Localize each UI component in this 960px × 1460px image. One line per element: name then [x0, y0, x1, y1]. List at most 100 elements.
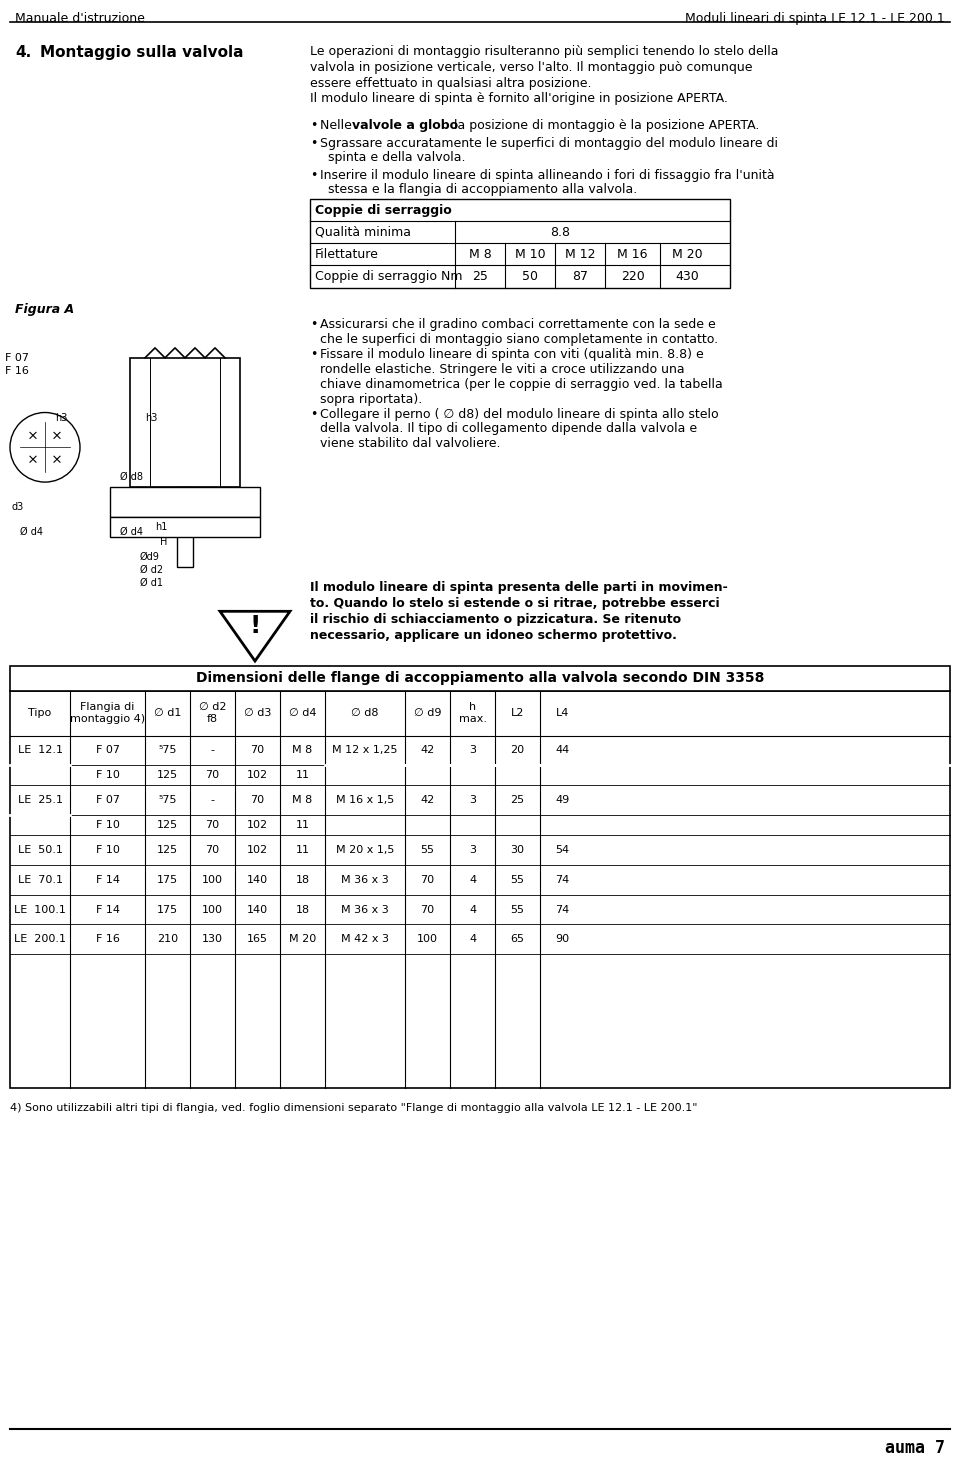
Text: Flangia di
montaggio 4): Flangia di montaggio 4) — [70, 702, 145, 724]
Text: 65: 65 — [511, 934, 524, 945]
Text: viene stabilito dal valvoliere.: viene stabilito dal valvoliere. — [320, 438, 500, 450]
Text: F 10: F 10 — [96, 771, 119, 780]
Text: 18: 18 — [296, 875, 309, 885]
Text: •: • — [310, 407, 318, 420]
Text: F 16: F 16 — [96, 934, 119, 945]
Text: 4: 4 — [468, 875, 476, 885]
Text: h1: h1 — [155, 521, 167, 531]
Text: F 14: F 14 — [95, 875, 119, 885]
Text: !: ! — [250, 615, 261, 638]
Text: LE  50.1: LE 50.1 — [17, 845, 62, 856]
Text: essere effettuato in qualsiasi altra posizione.: essere effettuato in qualsiasi altra pos… — [310, 76, 591, 89]
Text: •: • — [310, 137, 318, 150]
Text: M 10: M 10 — [515, 248, 545, 260]
Text: 70: 70 — [420, 905, 435, 914]
Text: 130: 130 — [202, 934, 223, 945]
Text: 4.: 4. — [15, 45, 32, 60]
Text: 49: 49 — [556, 796, 569, 804]
Text: 25: 25 — [472, 270, 488, 283]
Bar — [110, 517, 260, 537]
Bar — [177, 488, 193, 566]
Text: -: - — [210, 746, 214, 755]
Text: 55: 55 — [511, 875, 524, 885]
Text: M 16: M 16 — [617, 248, 648, 260]
Text: 25: 25 — [511, 796, 524, 804]
Text: 3: 3 — [469, 746, 476, 755]
Text: M 12: M 12 — [564, 248, 595, 260]
Text: F 10: F 10 — [96, 845, 119, 856]
Text: 90: 90 — [556, 934, 569, 945]
Text: M 8: M 8 — [293, 796, 313, 804]
Text: 220: 220 — [620, 270, 644, 283]
Text: 70: 70 — [420, 875, 435, 885]
Text: stessa e la flangia di accoppiamento alla valvola.: stessa e la flangia di accoppiamento all… — [328, 182, 637, 196]
Text: 42: 42 — [420, 746, 435, 755]
Text: Ød9: Ød9 — [140, 552, 160, 562]
Text: F 07: F 07 — [95, 796, 119, 804]
Text: F 10: F 10 — [96, 821, 119, 831]
Text: 102: 102 — [247, 845, 268, 856]
Text: spinta e della valvola.: spinta e della valvola. — [328, 150, 466, 164]
Text: 30: 30 — [511, 845, 524, 856]
Text: chiave dinamometrica (per le coppie di serraggio ved. la tabella: chiave dinamometrica (per le coppie di s… — [320, 378, 723, 391]
Text: 54: 54 — [556, 845, 569, 856]
Text: Ø d4: Ø d4 — [20, 527, 43, 537]
Text: Assicurarsi che il gradino combaci correttamente con la sede e: Assicurarsi che il gradino combaci corre… — [320, 318, 716, 331]
Text: necessario, applicare un idoneo schermo protettivo.: necessario, applicare un idoneo schermo … — [310, 629, 677, 642]
Text: Il modulo lineare di spinta presenta delle parti in movimen-: Il modulo lineare di spinta presenta del… — [310, 581, 728, 594]
Text: Tipo: Tipo — [29, 708, 52, 718]
Text: Collegare il perno ( ∅ d8) del modulo lineare di spinta allo stelo: Collegare il perno ( ∅ d8) del modulo li… — [320, 407, 719, 420]
Text: 44: 44 — [556, 746, 569, 755]
Text: LE  12.1: LE 12.1 — [17, 746, 62, 755]
Text: ∅ d1: ∅ d1 — [154, 708, 181, 718]
Text: 102: 102 — [247, 821, 268, 831]
Text: 8.8: 8.8 — [550, 226, 570, 238]
Text: •: • — [310, 120, 318, 133]
Text: 20: 20 — [511, 746, 524, 755]
Text: Coppie di serraggio: Coppie di serraggio — [315, 204, 452, 216]
Text: Filettature: Filettature — [315, 248, 379, 260]
Text: 55: 55 — [420, 845, 435, 856]
Text: •: • — [310, 347, 318, 361]
Text: F 14: F 14 — [95, 905, 119, 914]
Text: 210: 210 — [156, 934, 178, 945]
Text: Dimensioni delle flange di accoppiamento alla valvola secondo DIN 3358: Dimensioni delle flange di accoppiamento… — [196, 672, 764, 685]
Text: Figura A: Figura A — [15, 304, 74, 317]
Text: M 36 x 3: M 36 x 3 — [341, 875, 389, 885]
Text: •: • — [310, 318, 318, 331]
Text: Montaggio sulla valvola: Montaggio sulla valvola — [40, 45, 244, 60]
Text: to. Quando lo stelo si estende o si ritrae, potrebbe esserci: to. Quando lo stelo si estende o si ritr… — [310, 597, 720, 610]
Text: 102: 102 — [247, 771, 268, 780]
Text: 100: 100 — [417, 934, 438, 945]
Text: M 20: M 20 — [289, 934, 316, 945]
Text: 4: 4 — [468, 905, 476, 914]
Text: M 8: M 8 — [293, 746, 313, 755]
Text: 4: 4 — [468, 934, 476, 945]
Text: M 16 x 1,5: M 16 x 1,5 — [336, 796, 395, 804]
Text: F 07: F 07 — [5, 353, 29, 364]
Text: valvole a globo: valvole a globo — [352, 120, 458, 133]
Text: L4: L4 — [556, 708, 569, 718]
Text: ⁵75: ⁵75 — [158, 746, 177, 755]
Text: 74: 74 — [556, 875, 569, 885]
Text: F 07: F 07 — [95, 746, 119, 755]
Text: 18: 18 — [296, 905, 309, 914]
Text: F 16: F 16 — [5, 366, 29, 375]
Text: sopra riportata).: sopra riportata). — [320, 393, 422, 406]
Text: M 20 x 1,5: M 20 x 1,5 — [336, 845, 395, 856]
Text: della valvola. Il tipo di collegamento dipende dalla valvola e: della valvola. Il tipo di collegamento d… — [320, 422, 697, 435]
Text: M 36 x 3: M 36 x 3 — [341, 905, 389, 914]
Text: M 20: M 20 — [672, 248, 703, 260]
Text: 3: 3 — [469, 796, 476, 804]
Text: LE  100.1: LE 100.1 — [14, 905, 66, 914]
Text: 4) Sono utilizzabili altri tipi di flangia, ved. foglio dimensioni separato "Fla: 4) Sono utilizzabili altri tipi di flang… — [10, 1104, 698, 1114]
Text: 165: 165 — [247, 934, 268, 945]
Text: Coppie di serraggio Nm: Coppie di serraggio Nm — [315, 270, 463, 283]
Text: Fissare il modulo lineare di spinta con viti (qualità min. 8.8) e: Fissare il modulo lineare di spinta con … — [320, 347, 704, 361]
Text: LE  70.1: LE 70.1 — [17, 875, 62, 885]
Text: Moduli lineari di spinta LE 12.1 - LE 200.1: Moduli lineari di spinta LE 12.1 - LE 20… — [685, 12, 945, 25]
Text: il rischio di schiacciamento o pizzicatura. Se ritenuto: il rischio di schiacciamento o pizzicatu… — [310, 613, 682, 626]
Text: Il modulo lineare di spinta è fornito all'origine in posizione APERTA.: Il modulo lineare di spinta è fornito al… — [310, 92, 728, 105]
Text: Sgrassare accuratamente le superfici di montaggio del modulo lineare di: Sgrassare accuratamente le superfici di … — [320, 137, 778, 150]
Text: Nelle: Nelle — [320, 120, 356, 133]
